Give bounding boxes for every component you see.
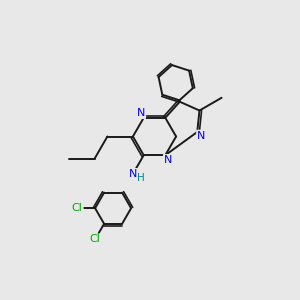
- Text: H: H: [137, 173, 145, 183]
- Text: N: N: [129, 169, 137, 179]
- Text: N: N: [164, 155, 172, 165]
- Text: N: N: [137, 108, 145, 118]
- Text: N: N: [197, 130, 206, 141]
- Text: Cl: Cl: [72, 203, 83, 213]
- Text: Cl: Cl: [90, 234, 101, 244]
